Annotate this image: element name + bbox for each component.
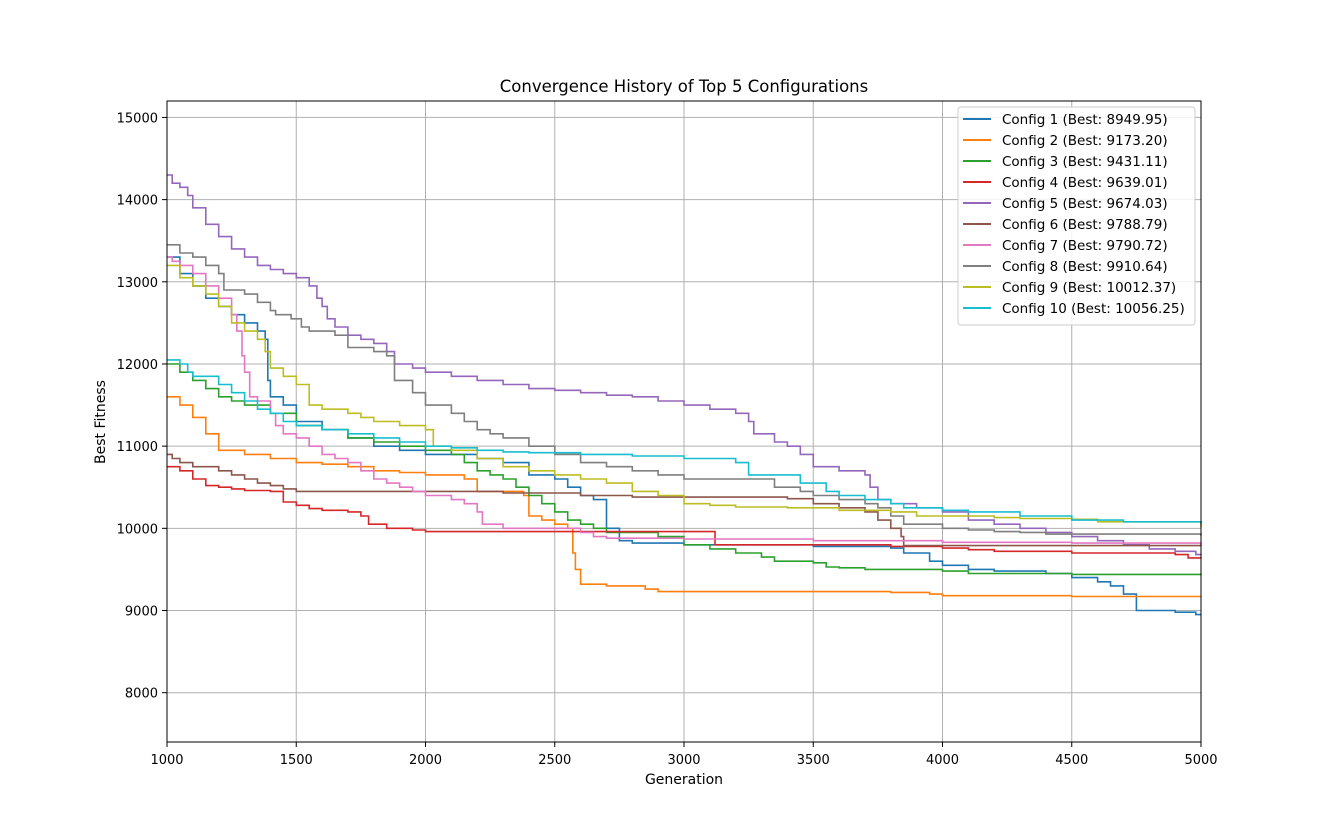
y-axis-title: Best Fitness — [93, 380, 109, 464]
x-tick-label: 2000 — [409, 753, 442, 768]
x-tick-label: 1000 — [150, 753, 183, 768]
grid-lines — [166, 101, 1202, 742]
legend-label: Config 5 (Best: 9674.03) — [1002, 196, 1168, 212]
series-line-config-7 — [167, 256, 1202, 546]
legend-label: Config 9 (Best: 10012.37) — [1002, 280, 1176, 296]
y-tick-label: 11000 — [117, 440, 158, 455]
legend-label: Config 4 (Best: 9639.01) — [1002, 175, 1168, 191]
legend-label: Config 8 (Best: 9910.64) — [1002, 259, 1168, 275]
x-tick-label: 5000 — [1184, 753, 1217, 768]
x-tick-label: 3000 — [667, 753, 700, 768]
legend: Config 1 (Best: 8949.95) Config 2 (Best: … — [957, 106, 1196, 326]
series-line-config-2 — [167, 396, 1201, 598]
x-tick-label: 4000 — [926, 753, 959, 768]
legend-label: Config 1 (Best: 8949.95) — [1002, 112, 1168, 128]
series-lines — [167, 174, 1202, 616]
legend-label: Config 10 (Best: 10056.25) — [1002, 301, 1185, 317]
series-line-config-9 — [167, 264, 1202, 528]
y-tick-label: 8000 — [125, 687, 158, 702]
x-tick-label: 3500 — [797, 753, 830, 768]
x-tick-label: 1500 — [280, 753, 313, 768]
x-axis-ticks: 1000 1500 2000 2500 3000 3500 4000 4500 5000 — [150, 742, 1218, 768]
series-line-config-6 — [167, 453, 1202, 547]
x-tick-label: 4500 — [1055, 753, 1088, 768]
legend-label: Config 3 (Best: 9431.11) — [1002, 154, 1168, 170]
y-tick-label: 15000 — [117, 111, 158, 126]
x-axis-title: Generation — [645, 772, 723, 788]
legend-label: Config 7 (Best: 9790.72) — [1002, 238, 1168, 254]
series-line-config-4 — [167, 465, 1202, 559]
legend-box — [957, 106, 1196, 326]
chart-title: Convergence History of Top 5 Configurati… — [500, 77, 868, 96]
y-tick-label: 10000 — [117, 522, 158, 537]
series-line-config-8 — [167, 244, 1202, 536]
y-tick-label: 14000 — [117, 194, 158, 209]
y-tick-label: 12000 — [117, 358, 158, 373]
series-line-config-10 — [167, 359, 1202, 524]
y-tick-label: 13000 — [117, 276, 158, 291]
legend-label: Config 2 (Best: 9173.20) — [1002, 133, 1168, 149]
legend-label: Config 6 (Best: 9788.79) — [1002, 217, 1168, 233]
y-axis-ticks: 8000 9000 10000 11000 12000 13000 14000 15000 — [117, 111, 167, 702]
y-tick-label: 9000 — [125, 605, 158, 620]
series-line-config-5 — [167, 174, 1202, 556]
x-tick-label: 2500 — [538, 753, 571, 768]
